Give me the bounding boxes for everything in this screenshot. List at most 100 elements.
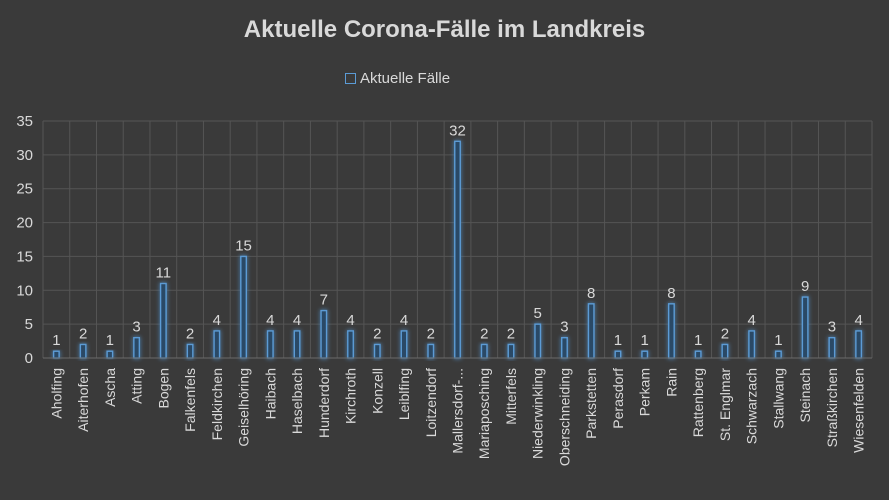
bar xyxy=(507,343,515,359)
x-tick-label: Mitterfels xyxy=(503,368,519,425)
x-tick-label: Niederwinkling xyxy=(530,368,546,459)
data-label: 32 xyxy=(449,122,466,139)
data-label: 2 xyxy=(427,325,435,342)
y-tick-label: 0 xyxy=(25,350,33,367)
data-label: 11 xyxy=(156,265,172,282)
bar xyxy=(748,330,756,359)
x-tick-label: Atting xyxy=(129,368,145,404)
bar xyxy=(293,330,301,359)
x-tick-label: Perasdorf xyxy=(610,368,626,429)
legend: Aktuelle Fälle xyxy=(345,68,450,88)
data-label: 2 xyxy=(373,325,381,342)
data-label: 9 xyxy=(801,278,809,295)
bar xyxy=(186,343,194,359)
data-label: 4 xyxy=(213,312,221,329)
data-label: 4 xyxy=(400,312,408,329)
x-tick-label: Geiselhöring xyxy=(236,368,252,447)
bar xyxy=(347,330,354,359)
x-tick-label: Wiesenfelden xyxy=(851,368,867,453)
bar xyxy=(320,309,328,359)
data-label: 15 xyxy=(235,237,252,254)
bar xyxy=(801,296,809,359)
data-label: 8 xyxy=(587,285,595,302)
data-label: 2 xyxy=(79,325,87,342)
x-tick-label: Aiterhofen xyxy=(75,368,91,432)
bar xyxy=(133,336,141,359)
data-label: 8 xyxy=(667,285,675,302)
data-label: 3 xyxy=(132,319,140,336)
x-tick-label: Haibach xyxy=(262,368,278,419)
data-label: 2 xyxy=(186,325,194,342)
x-tick-label: St. Englmar xyxy=(717,368,733,441)
x-tick-label: Falkenfels xyxy=(182,368,198,432)
bar xyxy=(373,343,381,359)
x-tick-label: Haselbach xyxy=(289,368,305,434)
chart-title: Aktuelle Corona-Fälle im Landkreis xyxy=(243,16,646,43)
x-tick-label: Konzell xyxy=(369,368,385,414)
data-label: 1 xyxy=(52,332,60,349)
x-tick-label: Oberschneiding xyxy=(556,368,572,466)
bar xyxy=(79,343,87,359)
data-label: 3 xyxy=(828,319,836,336)
x-tick-label: Loitzendorf xyxy=(423,368,439,437)
bar xyxy=(614,350,622,359)
bar xyxy=(587,303,595,359)
x-tick-label: Aholfing xyxy=(48,368,64,419)
x-tick-label: Straßkirchen xyxy=(824,368,840,447)
bar xyxy=(667,303,675,359)
bar xyxy=(774,350,782,359)
x-tick-label: Steinach xyxy=(797,368,813,422)
y-tick-label: 20 xyxy=(16,215,33,232)
x-tick-label: Mallersdorf-... xyxy=(450,368,466,454)
data-label: 1 xyxy=(774,332,782,349)
data-label: 2 xyxy=(507,325,515,342)
legend-swatch xyxy=(345,72,356,84)
bar xyxy=(427,343,435,359)
legend-label: Aktuelle Fälle xyxy=(360,69,451,87)
bar xyxy=(828,336,836,359)
x-tick-label: Leiblfing xyxy=(396,368,412,420)
data-label: 2 xyxy=(480,325,488,342)
data-label: 2 xyxy=(721,325,729,342)
bar xyxy=(534,323,542,359)
data-label: 1 xyxy=(106,332,114,349)
bar xyxy=(213,330,221,359)
bar xyxy=(454,140,461,359)
data-label: 4 xyxy=(266,312,274,329)
bar xyxy=(266,330,274,359)
x-tick-label: Kirchroth xyxy=(343,368,359,424)
bar xyxy=(52,350,60,359)
x-tick-label: Parkstetten xyxy=(583,368,599,439)
x-tick-label: Perkam xyxy=(637,368,653,416)
x-tick-label: Hunderdorf xyxy=(316,368,332,438)
data-label: 5 xyxy=(534,305,542,322)
data-label: 1 xyxy=(641,332,649,349)
bar xyxy=(240,255,248,359)
x-tick-label: Feldkirchen xyxy=(209,368,225,440)
x-tick-label: Rattenberg xyxy=(690,368,706,437)
x-tick-label: Mariaposching xyxy=(476,368,492,459)
bar xyxy=(400,330,408,359)
bar xyxy=(106,350,114,359)
data-label: 7 xyxy=(320,292,328,309)
data-label: 4 xyxy=(854,312,862,329)
bar xyxy=(694,350,702,359)
data-label: 1 xyxy=(694,332,702,349)
data-label: 4 xyxy=(293,312,301,329)
bar xyxy=(159,282,167,359)
bar xyxy=(641,350,649,359)
y-tick-label: 30 xyxy=(16,147,33,164)
x-tick-label: Ascha xyxy=(102,368,118,407)
x-tick-label: Schwarzach xyxy=(744,368,760,444)
data-label: 4 xyxy=(747,312,755,329)
y-tick-label: 25 xyxy=(16,181,33,198)
bar xyxy=(721,343,729,359)
y-tick-label: 35 xyxy=(16,113,33,130)
x-tick-label: Stallwang xyxy=(770,368,786,429)
y-tick-label: 5 xyxy=(25,316,33,333)
bar xyxy=(561,336,568,359)
data-label: 4 xyxy=(346,312,354,329)
bar xyxy=(480,343,488,359)
